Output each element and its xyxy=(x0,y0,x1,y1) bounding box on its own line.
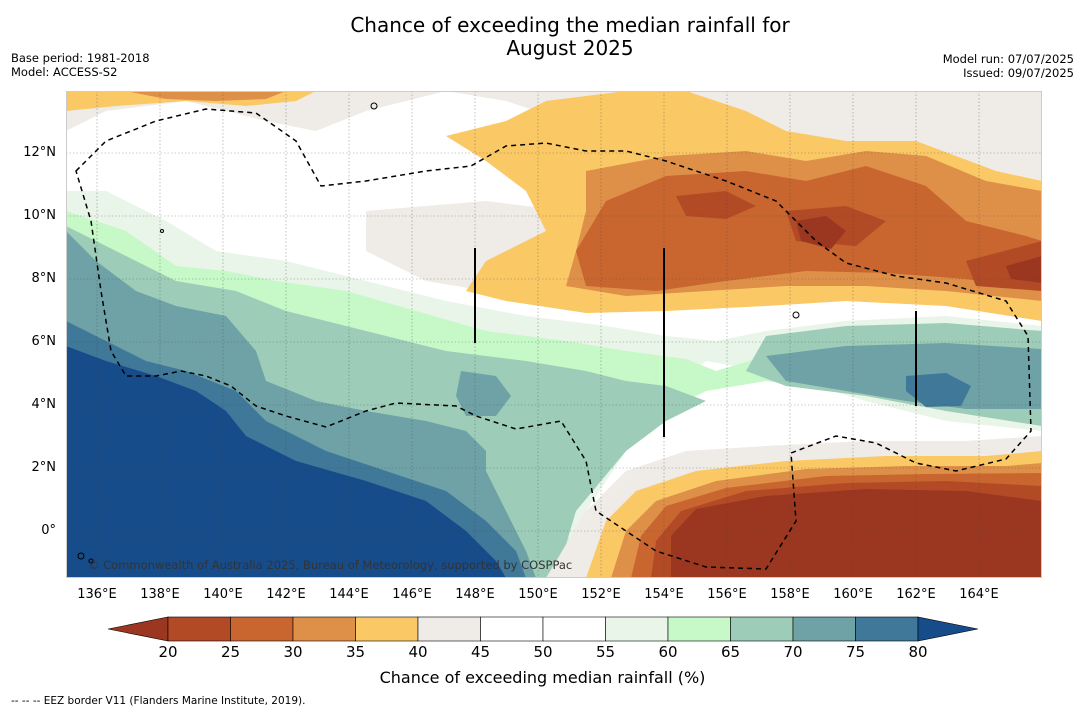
meta-left: Base period: 1981-2018 Model: ACCESS-S2 xyxy=(11,51,150,79)
colorbar-segment xyxy=(542,616,606,642)
title-line-1: Chance of exceeding the median rainfall … xyxy=(350,13,790,37)
issued-date: Issued: 09/07/2025 xyxy=(963,66,1074,80)
eez-footnote: -- -- -- EEZ border V11 (Flanders Marine… xyxy=(11,695,306,707)
base-period: Base period: 1981-2018 xyxy=(11,51,150,65)
colorbar-tick: 50 xyxy=(533,643,553,661)
colorbar-tick: 60 xyxy=(658,643,678,661)
x-tick: 156°E xyxy=(707,587,747,602)
y-tick: 4°N xyxy=(31,397,57,412)
colorbar-segment xyxy=(730,616,794,642)
x-tick: 138°E xyxy=(140,587,180,602)
zone-25-ne xyxy=(676,191,1042,291)
chart-title: Chance of exceeding the median rainfall … xyxy=(0,14,1085,60)
colorbar-segment xyxy=(417,616,481,642)
zone-35-nw xyxy=(126,91,286,101)
x-tick: 142°E xyxy=(266,587,306,602)
x-tick: 158°E xyxy=(770,587,810,602)
colorbar-extend-low xyxy=(108,616,169,642)
colorbar-segment xyxy=(230,616,294,642)
colorbar-label: Chance of exceeding median rainfall (%) xyxy=(379,668,706,687)
colorbar-tick: 75 xyxy=(845,643,866,661)
x-tick: 144°E xyxy=(329,587,369,602)
colorbar xyxy=(108,616,978,642)
eez-border xyxy=(75,108,1032,570)
copyright-notice: © Commonwealth of Australia 2025, Bureau… xyxy=(88,558,573,572)
colorbar-tick: 80 xyxy=(908,643,928,661)
islands xyxy=(77,102,800,564)
y-tick: 10°N xyxy=(23,208,56,223)
zone-45-north xyxy=(66,91,1042,186)
colorbar-tick: 25 xyxy=(220,643,241,661)
y-tick: 2°N xyxy=(31,460,57,475)
y-tick: 6°N xyxy=(31,334,57,349)
zone-80-east-blob xyxy=(906,373,971,407)
x-tick: 146°E xyxy=(392,587,432,602)
colorbar-segment xyxy=(167,616,231,642)
colorbar-tick: 40 xyxy=(408,643,428,661)
colorbar-tick: 20 xyxy=(158,643,178,661)
colorbar-tick: 35 xyxy=(345,643,366,661)
colorbar-segment xyxy=(792,616,856,642)
colorbar-segment xyxy=(292,616,356,642)
colorbar-tick: 30 xyxy=(283,643,303,661)
colorbar-segment xyxy=(355,616,419,642)
rainfall-map xyxy=(66,91,1042,578)
colorbar-segment xyxy=(667,616,731,642)
y-tick: 12°N xyxy=(23,145,56,160)
y-tick: 0° xyxy=(41,523,56,538)
x-tick: 140°E xyxy=(203,587,243,602)
colorbar-tick: 45 xyxy=(470,643,491,661)
colorbar-tick: 70 xyxy=(783,643,803,661)
zone-20-ne xyxy=(796,216,1042,283)
x-tick: 160°E xyxy=(833,587,873,602)
map-frame xyxy=(66,91,1042,578)
x-tick: 154°E xyxy=(644,587,684,602)
title-line-2: August 2025 xyxy=(506,36,634,60)
colorbar-tick: 55 xyxy=(595,643,616,661)
x-tick: 152°E xyxy=(581,587,621,602)
x-tick: 150°E xyxy=(518,587,558,602)
colorbar-tick: 65 xyxy=(720,643,741,661)
x-tick: 136°E xyxy=(77,587,117,602)
x-tick: 162°E xyxy=(896,587,936,602)
colorbar-segment xyxy=(480,616,544,642)
x-tick: 148°E xyxy=(455,587,495,602)
meta-right: Model run: 07/07/2025 Issued: 09/07/2025 xyxy=(943,52,1074,80)
boundary-markers xyxy=(474,248,917,437)
colorbar-segment xyxy=(855,616,919,642)
model-name: Model: ACCESS-S2 xyxy=(11,65,118,79)
colorbar-extend-high xyxy=(917,616,978,642)
y-tick: 8°N xyxy=(31,271,57,286)
graticule xyxy=(66,91,1042,578)
zone-75-east xyxy=(766,343,1042,409)
x-tick: 164°E xyxy=(959,587,999,602)
zone-20-se xyxy=(671,489,1042,578)
model-run: Model run: 07/07/2025 xyxy=(942,52,1074,66)
colorbar-segment xyxy=(605,616,669,642)
